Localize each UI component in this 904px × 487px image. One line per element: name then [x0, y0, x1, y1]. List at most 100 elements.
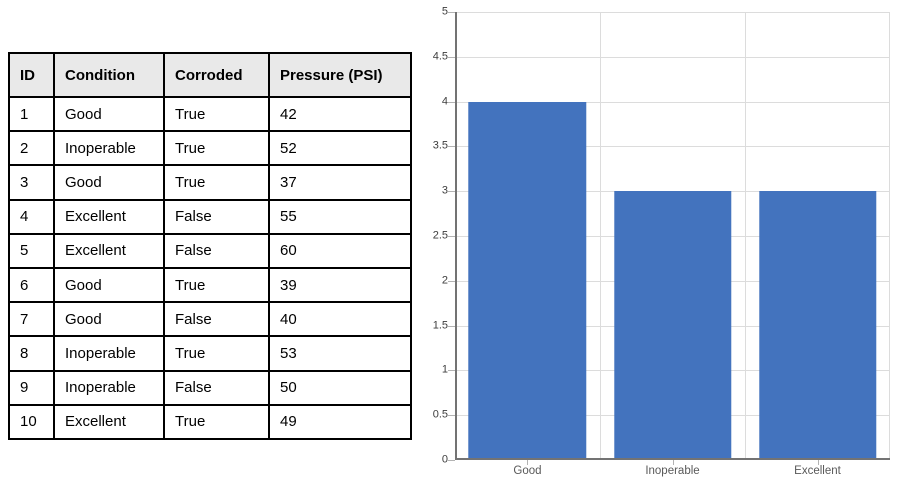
table-row: 2 Inoperable True 52: [8, 130, 412, 167]
bar-inoperable: [613, 191, 732, 460]
y-gridline: [455, 101, 890, 103]
y-tick-label: 3: [441, 184, 448, 197]
y-tick-label: 0.5: [432, 408, 448, 421]
table-cell: Inoperable: [53, 130, 165, 167]
table-cell: Inoperable: [53, 335, 165, 372]
bar-excellent: [758, 191, 877, 460]
y-tick-label: 4.5: [432, 50, 448, 63]
y-axis-tick: [448, 370, 455, 372]
table-cell: Excellent: [53, 232, 165, 269]
table-cell: 9: [8, 369, 55, 406]
table-cell: 52: [268, 130, 412, 167]
table-row: 4 Excellent False 55: [8, 198, 412, 235]
table-row: 6 Good True 39: [8, 266, 412, 304]
x-gridline: [744, 12, 746, 460]
y-tick-label: 5: [441, 5, 448, 18]
y-gridline: [455, 236, 890, 237]
table-cell: Good: [53, 266, 165, 304]
table-cell: 53: [268, 335, 412, 372]
x-axis-tick: [817, 460, 819, 465]
y-tick-label: 2: [441, 274, 448, 287]
y-axis-line: [455, 12, 457, 460]
column-header: Corroded: [163, 52, 270, 98]
y-gridline: [455, 56, 890, 58]
table-cell: 60: [268, 232, 412, 269]
table-cell: Good: [53, 301, 165, 338]
table-cell: True: [163, 266, 270, 304]
table-cell: True: [163, 335, 270, 372]
table-cell: 49: [268, 403, 412, 441]
table-cell: True: [163, 403, 270, 441]
x-axis-line: [455, 458, 890, 460]
y-axis-tick: [448, 191, 455, 193]
x-gridline: [889, 12, 890, 460]
table-cell: 4: [8, 198, 55, 235]
y-tick-label: 3.5: [432, 139, 448, 152]
y-axis-tick: [448, 146, 455, 148]
table-row: 3 Good True 37: [8, 164, 412, 201]
table-row: 5 Excellent False 60: [8, 232, 412, 269]
table-cell: 5: [8, 232, 55, 269]
y-axis-tick: [448, 236, 455, 237]
table-cell: False: [163, 198, 270, 235]
table-cell: 6: [8, 266, 55, 304]
table-cell: 39: [268, 266, 412, 304]
y-tick-label: 4: [441, 95, 448, 108]
table-cell: True: [163, 130, 270, 167]
table-cell: 1: [8, 95, 55, 133]
table-cell: 7: [8, 301, 55, 338]
table-row: 7 Good False 40: [8, 301, 412, 338]
table-row: 10 Excellent True 49: [8, 403, 412, 441]
table-cell: 50: [268, 369, 412, 406]
table-cell: Inoperable: [53, 369, 165, 406]
table-cell: Good: [53, 164, 165, 201]
table-cell: 2: [8, 130, 55, 167]
table-header-row: ID Condition Corroded Pressure (PSI): [8, 52, 412, 98]
y-tick-label: 2.5: [432, 229, 448, 242]
table-cell: 42: [268, 95, 412, 133]
table-cell: Good: [53, 95, 165, 133]
table-row: 8 Inoperable True 53: [8, 335, 412, 372]
table-cell: False: [163, 232, 270, 269]
chart-plot-area: [448, 12, 890, 465]
x-tick-label: Excellent: [794, 465, 841, 477]
y-tick-label: 1: [441, 363, 448, 376]
y-gridline: [455, 146, 890, 148]
table-body: 1 Good True 42 2 Inoperable True 52 3 Good True 37 4…: [8, 95, 412, 441]
table-cell: True: [163, 95, 270, 133]
table-cell: 37: [268, 164, 412, 201]
table-cell: 10: [8, 403, 55, 441]
y-axis-tick: [448, 325, 455, 327]
table-cell: False: [163, 301, 270, 338]
table-cell: Excellent: [53, 403, 165, 441]
y-tick-label: 0: [441, 453, 448, 466]
table-row: 9 Inoperable False 50: [8, 369, 412, 406]
x-tick-label: Good: [513, 465, 542, 477]
y-axis-tick: [448, 415, 455, 417]
column-header: ID: [8, 52, 55, 98]
table-cell: True: [163, 164, 270, 201]
pipe-data-table: ID Condition Corroded Pressure (PSI) 1 Good T…: [8, 52, 412, 441]
y-axis-tick: [448, 56, 455, 58]
column-header: Pressure (PSI): [268, 52, 412, 98]
y-gridline: [455, 325, 890, 327]
y-axis-tick: [448, 101, 455, 103]
y-axis-tick: [448, 280, 455, 282]
x-axis-tick: [527, 460, 529, 465]
x-gridline: [599, 12, 601, 460]
table-cell: 40: [268, 301, 412, 338]
y-axis-tick: [448, 460, 455, 461]
table-cell: Excellent: [53, 198, 165, 235]
table-row: 1 Good True 42: [8, 95, 412, 133]
y-axis-tick: [448, 12, 455, 13]
y-tick-label: 1.5: [432, 319, 448, 332]
column-header: Condition: [53, 52, 165, 98]
table-cell: 3: [8, 164, 55, 201]
y-gridline: [455, 12, 890, 13]
x-tick-label: Inoperable: [645, 465, 700, 477]
y-gridline: [455, 191, 890, 193]
x-axis-labels: Good Inoperable Excellent: [455, 465, 890, 481]
table-cell: 8: [8, 335, 55, 372]
table-cell: 55: [268, 198, 412, 235]
